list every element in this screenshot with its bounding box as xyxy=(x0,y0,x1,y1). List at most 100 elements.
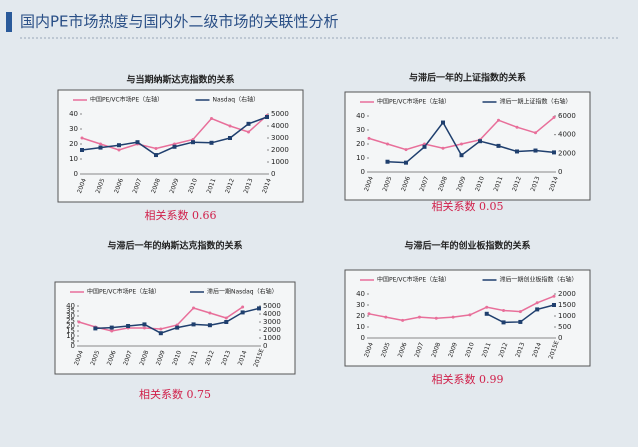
y-tick-label: 20 xyxy=(356,140,365,148)
legend-label: 中国PE/VC市场PE（左轴） xyxy=(377,98,450,106)
point xyxy=(478,139,482,144)
point xyxy=(228,136,232,140)
point xyxy=(209,140,214,145)
point xyxy=(191,140,195,145)
y2-tick-label: 500 xyxy=(558,323,571,331)
x-tick-label: 2011 xyxy=(206,177,218,194)
x-tick-label: 2009 xyxy=(155,349,167,366)
x-tick-label: 2004 xyxy=(76,177,88,194)
point xyxy=(533,148,538,153)
point xyxy=(246,121,251,126)
point xyxy=(535,301,539,305)
point xyxy=(502,309,506,312)
legend-label: Nasdaq（右轴） xyxy=(213,96,260,104)
annotation: 相关系数 0.99 xyxy=(432,372,504,386)
point xyxy=(80,136,84,140)
chart-frame xyxy=(344,91,591,201)
x-tick-label: 2012 xyxy=(224,177,236,194)
x-tick-label: 2005 xyxy=(382,175,394,192)
point xyxy=(367,312,371,316)
y-tick-label: 0 xyxy=(74,170,78,178)
y2-tick-label: 0 xyxy=(558,334,562,342)
y-tick-label: 40 xyxy=(356,290,365,298)
x-tick-label: 2004 xyxy=(363,341,375,358)
point xyxy=(401,318,405,322)
point xyxy=(117,148,121,152)
legend-label: 滞后一期创业板指数（右轴） xyxy=(500,276,578,284)
point xyxy=(518,319,523,324)
point xyxy=(535,307,540,312)
y-tick-label: 10 xyxy=(356,154,365,162)
point xyxy=(224,316,228,320)
x-tick-label: 2014 xyxy=(548,175,560,192)
point xyxy=(142,322,147,327)
x-tick-label: 2013 xyxy=(530,175,542,192)
x-tick-label: 2004 xyxy=(363,175,375,192)
point xyxy=(468,313,472,317)
chart-title: 与滞后一年的上证指数的关系 xyxy=(409,72,526,84)
point xyxy=(501,320,506,325)
y-tick-label: 40 xyxy=(356,112,365,120)
y2-tick-label: 0 xyxy=(558,168,562,176)
point xyxy=(240,310,245,315)
y-tick-label: 20 xyxy=(69,140,78,148)
y2-tick-label: 1500 xyxy=(558,301,576,309)
point xyxy=(441,120,445,125)
point xyxy=(208,311,212,315)
annotation: 相关系数 0.05 xyxy=(432,199,504,213)
point xyxy=(515,149,519,154)
chart-title: 与滞后一年的纳斯达克指数的关系 xyxy=(107,240,242,252)
point xyxy=(404,148,408,152)
x-tick-label: 2008 xyxy=(139,349,151,366)
x-tick-label: 2007 xyxy=(419,175,431,192)
chart-title: 与当期纳斯达克指数的关系 xyxy=(126,74,234,86)
x-tick-label: 2006 xyxy=(113,177,125,194)
point xyxy=(228,124,232,128)
point xyxy=(77,320,81,324)
y2-tick-label: 2000 xyxy=(263,326,281,334)
series-line xyxy=(368,295,555,322)
series-line xyxy=(387,121,555,164)
x-tick-label: 2007 xyxy=(122,349,134,366)
x-tick-label: 2010 xyxy=(187,177,199,194)
x-tick-label: 2008 xyxy=(150,177,162,194)
point xyxy=(159,327,163,331)
slide-title: 国内PE市场热度与国内外二级市场的关联性分析 xyxy=(20,13,339,31)
y2-tick-label: 2000 xyxy=(558,149,576,157)
point xyxy=(98,145,103,150)
point xyxy=(126,324,131,328)
x-tick-label: 2007 xyxy=(414,341,426,358)
point xyxy=(207,323,212,328)
x-tick-label: 2013 xyxy=(243,177,255,194)
y-tick-label: 30 xyxy=(356,301,365,309)
point xyxy=(173,142,176,146)
point xyxy=(552,150,556,155)
point xyxy=(404,160,408,165)
y2-tick-label: 4000 xyxy=(558,131,576,139)
legend-label: 滞后一期Nasdaq（右轴） xyxy=(207,288,278,296)
y-tick-label: 40 xyxy=(69,110,78,118)
point xyxy=(441,146,445,150)
x-tick-label: 2004 xyxy=(73,349,85,366)
x-tick-label: 2008 xyxy=(437,175,449,192)
x-tick-label: 2011 xyxy=(188,349,200,366)
point xyxy=(257,306,261,311)
point xyxy=(241,305,245,309)
y-tick-label: 30 xyxy=(66,312,75,320)
y2-tick-label: 5000 xyxy=(271,110,289,118)
x-tick-label: 2009 xyxy=(447,341,459,358)
y-tick-label: 25 xyxy=(66,317,75,325)
point xyxy=(80,148,84,152)
point xyxy=(552,303,556,307)
point xyxy=(384,315,388,319)
legend-label: 中国PE/VC市场PE（左轴） xyxy=(90,96,163,104)
y2-tick-label: 1000 xyxy=(271,158,289,166)
y2-tick-label: 4000 xyxy=(271,122,289,130)
point xyxy=(515,125,519,129)
point xyxy=(154,147,158,150)
x-tick-label: 2006 xyxy=(400,175,412,192)
x-tick-label: 2011 xyxy=(481,341,493,358)
point xyxy=(367,136,371,140)
